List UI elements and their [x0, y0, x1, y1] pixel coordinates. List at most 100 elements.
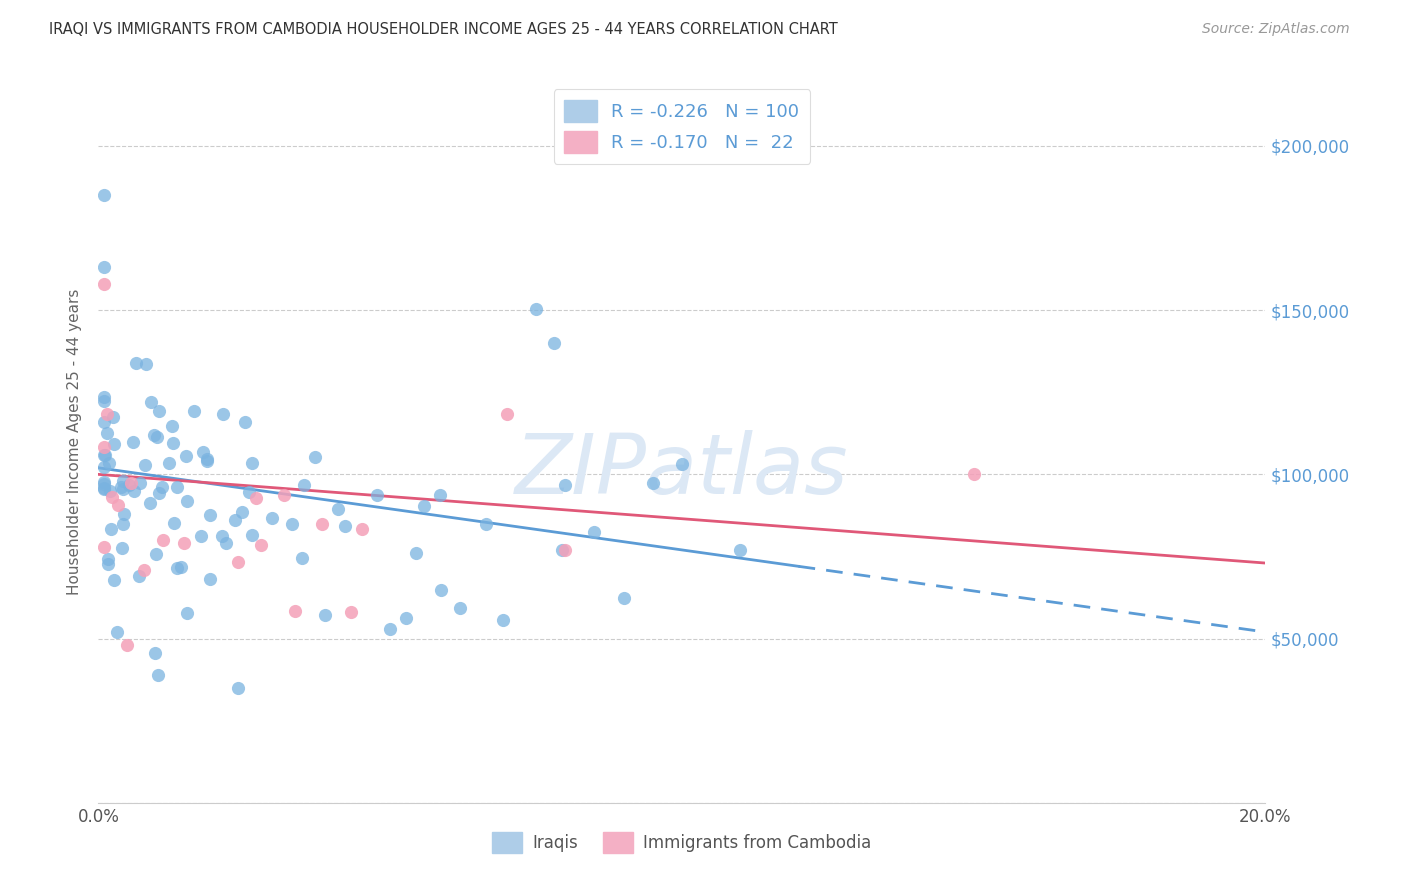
Point	[139, 496, 162, 510]
Point	[173, 535, 195, 549]
Point	[93, 475, 115, 489]
Point	[162, 419, 184, 434]
Point	[141, 394, 163, 409]
Point	[93, 448, 115, 462]
Point	[294, 477, 316, 491]
Point	[350, 522, 373, 536]
Point	[551, 543, 574, 558]
Point	[148, 404, 170, 418]
Point	[260, 511, 283, 525]
Point	[103, 573, 125, 587]
Point	[101, 490, 124, 504]
Point	[245, 491, 267, 505]
Point	[134, 458, 156, 472]
Point	[166, 561, 188, 575]
Point	[146, 430, 169, 444]
Point	[93, 540, 115, 554]
Point	[429, 487, 451, 501]
Point	[474, 516, 496, 531]
Point	[190, 529, 212, 543]
Point	[962, 467, 984, 482]
Text: ZIPatlas: ZIPatlas	[515, 430, 849, 511]
Point	[183, 404, 205, 418]
Point	[215, 536, 238, 550]
Point	[291, 551, 314, 566]
Point	[176, 607, 198, 621]
Point	[430, 583, 453, 598]
Point	[162, 435, 184, 450]
Point	[170, 560, 193, 574]
Point	[103, 410, 125, 425]
Point	[125, 356, 148, 370]
Point	[314, 607, 336, 622]
Point	[231, 505, 253, 519]
Point	[98, 484, 121, 499]
Point	[333, 519, 356, 533]
Point	[107, 499, 129, 513]
Point	[159, 456, 181, 470]
Point	[98, 456, 121, 470]
Point	[128, 475, 150, 490]
Point	[240, 456, 263, 470]
Point	[193, 445, 215, 459]
Point	[103, 437, 125, 451]
Point	[93, 260, 115, 275]
Point	[112, 516, 135, 531]
Point	[176, 449, 198, 463]
Point	[326, 501, 349, 516]
Point	[93, 448, 115, 462]
Point	[281, 517, 304, 532]
Point	[176, 494, 198, 508]
Point	[145, 547, 167, 561]
Point	[122, 434, 145, 449]
Point	[641, 475, 664, 490]
Point	[195, 451, 218, 466]
Point	[93, 482, 115, 496]
Point	[273, 488, 295, 502]
Point	[212, 408, 235, 422]
Point	[105, 625, 128, 640]
Point	[93, 481, 115, 495]
Point	[93, 277, 115, 291]
Point	[148, 668, 170, 682]
Point	[249, 538, 271, 552]
Point	[449, 601, 471, 615]
Point	[93, 394, 115, 409]
Point	[405, 546, 427, 560]
Point	[730, 542, 752, 557]
Point	[226, 681, 249, 695]
Point	[96, 425, 118, 440]
Point	[142, 428, 165, 442]
Point	[135, 357, 157, 371]
Point	[111, 474, 134, 488]
Point	[554, 478, 576, 492]
Point	[671, 457, 693, 471]
Point	[543, 336, 565, 351]
Point	[150, 480, 173, 494]
Y-axis label: Householder Income Ages 25 - 44 years: Householder Income Ages 25 - 44 years	[67, 288, 83, 595]
Point	[93, 440, 115, 454]
Point	[304, 450, 326, 464]
Point	[226, 555, 249, 569]
Point	[211, 528, 233, 542]
Point	[163, 516, 186, 531]
Point	[238, 484, 260, 499]
Point	[612, 591, 634, 605]
Point	[152, 533, 174, 548]
Point	[97, 552, 120, 566]
Point	[378, 623, 401, 637]
Point	[224, 513, 246, 527]
Point	[120, 476, 142, 491]
Point	[111, 482, 134, 496]
Point	[93, 415, 115, 429]
Point	[284, 604, 307, 618]
Point	[395, 611, 418, 625]
Point	[413, 499, 436, 513]
Point	[134, 563, 156, 577]
Point	[122, 484, 145, 499]
Point	[118, 477, 141, 491]
Point	[143, 646, 166, 660]
Point	[311, 516, 333, 531]
Point	[524, 301, 547, 316]
Point	[114, 507, 136, 521]
